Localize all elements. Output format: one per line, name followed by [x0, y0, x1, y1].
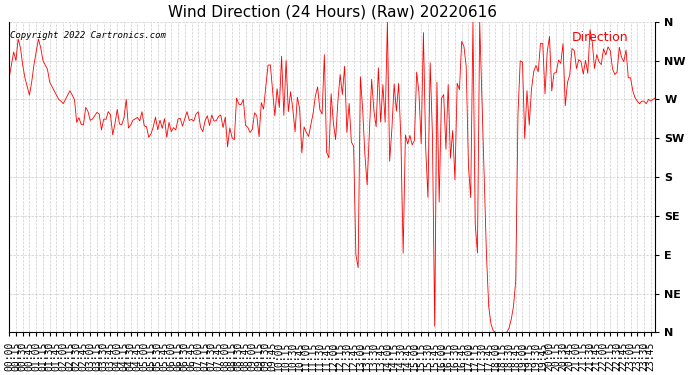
Text: Direction: Direction — [571, 31, 628, 44]
Text: Copyright 2022 Cartronics.com: Copyright 2022 Cartronics.com — [10, 31, 166, 40]
Title: Wind Direction (24 Hours) (Raw) 20220616: Wind Direction (24 Hours) (Raw) 20220616 — [168, 4, 497, 19]
